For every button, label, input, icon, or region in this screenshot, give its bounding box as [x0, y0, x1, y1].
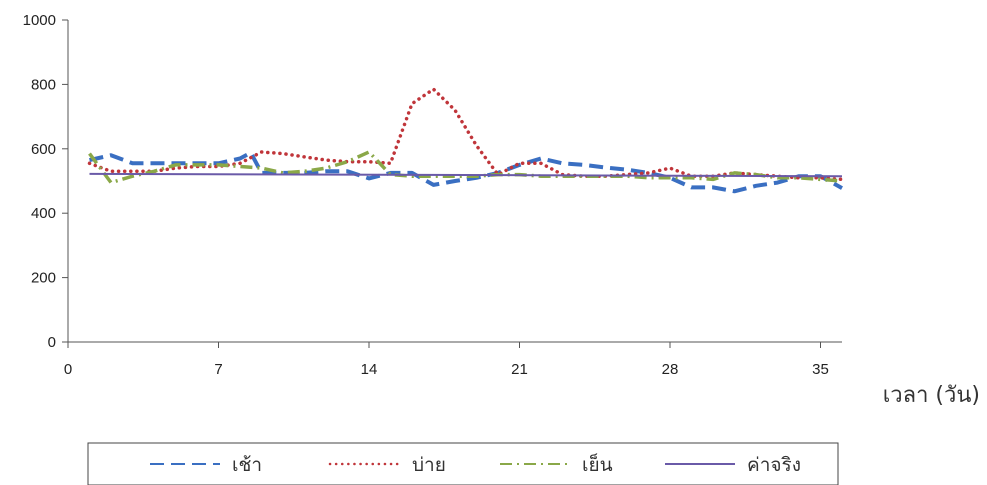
legend-label-4: ค่าจริง: [747, 454, 801, 476]
x-tick-label: 0: [64, 361, 72, 378]
legend-label-1: เช้า: [232, 454, 262, 476]
x-axis-label: เวลา (วัน): [883, 383, 980, 408]
legend-label-2: บ่าย: [412, 454, 446, 476]
x-tick-label: 7: [214, 361, 222, 378]
series-line-2: [87, 87, 844, 182]
series-line-3: [88, 150, 843, 185]
y-tick-label: 0: [48, 334, 56, 351]
legend: เช้า บ่าย เย็น ค่าจริง: [87, 442, 839, 485]
x-tick-label: 28: [662, 361, 679, 378]
legend-items: เช้า บ่าย เย็น ค่าจริง: [150, 452, 801, 476]
y-tick-label: 800: [31, 76, 56, 93]
x-tick-label: 35: [812, 361, 829, 378]
x-tick-label: 21: [511, 361, 528, 378]
y-ticks: 0 200 400 600 800 1000: [23, 12, 68, 351]
axes: 0 200 400 600 800 1000 0 7 14 21 28 35: [23, 12, 842, 378]
legend-label-3: เย็น: [582, 452, 613, 476]
series-group: [87, 87, 844, 194]
y-tick-label: 200: [31, 270, 56, 287]
y-tick-label: 400: [31, 205, 56, 222]
series-line-4: [89, 172, 843, 178]
x-tick-label: 14: [361, 361, 378, 378]
x-ticks: 0 7 14 21 28 35: [64, 342, 829, 378]
y-tick-label: 600: [31, 141, 56, 158]
series-line-1: [89, 150, 843, 194]
y-tick-label: 1000: [23, 12, 56, 29]
